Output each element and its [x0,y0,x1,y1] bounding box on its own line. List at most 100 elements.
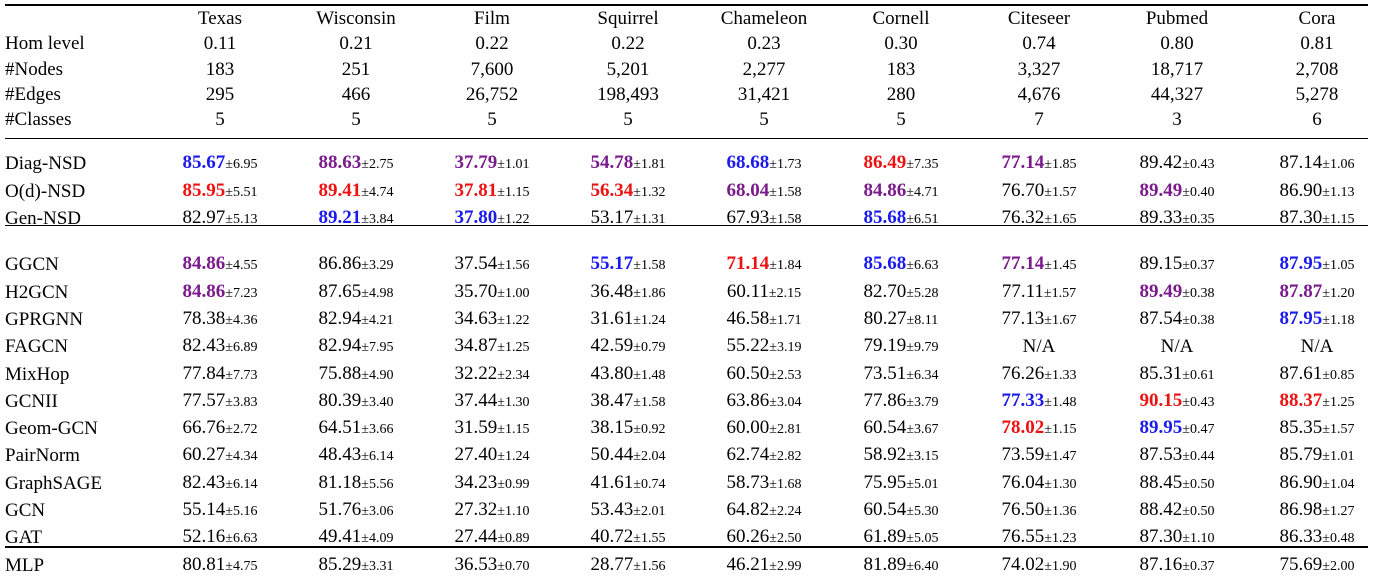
stat-cell: 466 [341,83,371,105]
stat-cell: 26,752 [465,83,519,105]
std-deviation: ±6.63 [225,531,258,547]
model-name: O(d)-NSD [5,180,86,202]
mean-accuracy: 82.43 [182,335,226,357]
mean-accuracy: 34.63 [454,307,498,329]
mean-accuracy: 87.87 [1279,280,1323,302]
column-header-film: Film [474,8,510,29]
result-cell: 77.11±1.57 [970,279,1108,306]
mean-accuracy: 86.86 [318,253,362,275]
mean-accuracy: 76.50 [1001,499,1045,521]
result-cell: 87.30±1.15 [1246,205,1373,232]
mean-accuracy: 27.32 [454,499,498,521]
result-cell: 76.70±1.57 [970,178,1108,205]
stat-cell: 0.22 [611,33,645,55]
stat-cell: 5 [487,109,497,131]
model-name: GPRGNN [5,308,84,330]
mean-accuracy: 37.44 [454,389,498,411]
mean-accuracy: 68.68 [726,152,770,174]
mean-accuracy: 75.69 [1279,553,1323,575]
std-deviation: ±1.73 [769,157,802,173]
mean-accuracy: 87.95 [1279,307,1323,329]
mean-accuracy: 77.11 [1001,280,1044,302]
stat-cell: 251 [341,58,371,80]
result-cell: 75.88±4.90 [288,361,424,388]
std-deviation: ±3.31 [361,558,394,574]
stats-row: #Nodes 183 251 7,600 5,201 2,277 183 3,327 18,71… [5,57,1373,82]
stat-cell: 44,327 [1150,83,1204,105]
dataset-stats: Hom level 0.11 0.21 0.22 0.22 0.23 0.30 0.74 0.8… [5,31,1373,132]
result-cell: 85.35±1.57 [1246,415,1373,442]
result-cell: 37.44±1.30 [424,388,560,415]
mean-accuracy: 82.97 [182,207,226,229]
result-cell: 89.95±0.47 [1108,415,1246,442]
mean-accuracy: 74.02 [1001,553,1045,575]
std-deviation: ±5.51 [225,184,258,200]
stat-cell: 2,277 [742,58,786,80]
std-deviation: ±2.75 [361,157,394,173]
std-deviation: ±5.30 [906,504,939,520]
std-deviation: ±4.09 [361,531,394,547]
column-header-texas: Texas [197,8,243,29]
stat-cell: 3 [1172,109,1182,131]
mean-accuracy: 60.54 [863,417,907,439]
std-deviation: ±2.81 [769,422,802,438]
stat-cell: 295 [205,83,235,105]
result-cell: 77.84±7.73 [152,361,288,388]
stat-cell: 7 [1034,109,1044,131]
std-deviation: ±0.44 [1182,449,1215,465]
std-deviation: ±1.00 [497,285,530,301]
model-name: Diag-NSD [5,153,87,175]
mean-accuracy: 76.70 [1001,179,1045,201]
result-cell: 27.32±1.10 [424,497,560,524]
mean-accuracy: 46.58 [726,307,770,329]
std-deviation: ±1.15 [1322,212,1355,228]
std-deviation: ±0.48 [1322,531,1355,547]
result-cell: 85.79±1.01 [1246,442,1373,469]
stat-cell: 0.81 [1300,33,1334,55]
mean-accuracy: 60.00 [726,417,770,439]
model-row: GraphSAGE 82.43±6.14 81.18±5.56 34.23±0.99 4… [5,470,1373,497]
result-cell: 68.68±1.73 [696,150,832,177]
std-deviation: ±1.56 [633,558,666,574]
mean-accuracy: 76.32 [1001,207,1045,229]
result-cell: 49.41±4.09 [288,524,424,551]
result-cell: 80.81±4.75 [152,552,288,579]
result-cell: 82.94±4.21 [288,306,424,333]
result-cell: 87.16±0.37 [1108,552,1246,579]
result-cell: 84.86±7.23 [152,279,288,306]
result-cell: 54.78±1.81 [560,150,696,177]
mean-accuracy: 85.67 [182,152,226,174]
result-cell: 66.76±2.72 [152,415,288,442]
std-deviation: ±2.53 [769,367,802,383]
mean-accuracy: 89.33 [1139,207,1183,229]
result-cell: 46.21±2.99 [696,552,832,579]
result-cell: 82.94±7.95 [288,333,424,360]
model-name: PairNorm [5,445,80,467]
mean-accuracy: 53.17 [590,207,634,229]
stat-cell: 6 [1312,109,1322,131]
mean-accuracy: 55.22 [726,335,770,357]
mean-accuracy: 43.80 [590,362,634,384]
mean-accuracy: 77.14 [1001,253,1045,275]
std-deviation: ±3.40 [361,394,394,410]
mean-accuracy: 82.70 [863,280,907,302]
mean-accuracy: 85.79 [1279,444,1323,466]
std-deviation: ±2.00 [1322,558,1355,574]
result-cell: 88.45±0.50 [1108,470,1246,497]
stat-cell: 7,600 [470,58,514,80]
result-cell: 82.43±6.89 [152,333,288,360]
mean-accuracy: 89.41 [318,179,362,201]
mean-accuracy: 36.48 [590,280,634,302]
std-deviation: ±1.71 [769,312,802,328]
std-deviation: ±5.13 [225,212,258,228]
result-cell: 77.14±1.45 [970,251,1108,278]
std-deviation: ±0.43 [1182,157,1215,173]
result-cell: 77.33±1.48 [970,388,1108,415]
result-cell: 85.29±3.31 [288,552,424,579]
result-cell: 86.33±0.48 [1246,524,1373,551]
table-head: Texas Wisconsin Film Squirrel Chameleon … [5,6,1373,31]
result-cell: 77.13±1.67 [970,306,1108,333]
mean-accuracy: 89.95 [1139,417,1183,439]
std-deviation: ±4.90 [361,367,394,383]
mean-accuracy: 52.16 [182,526,226,548]
